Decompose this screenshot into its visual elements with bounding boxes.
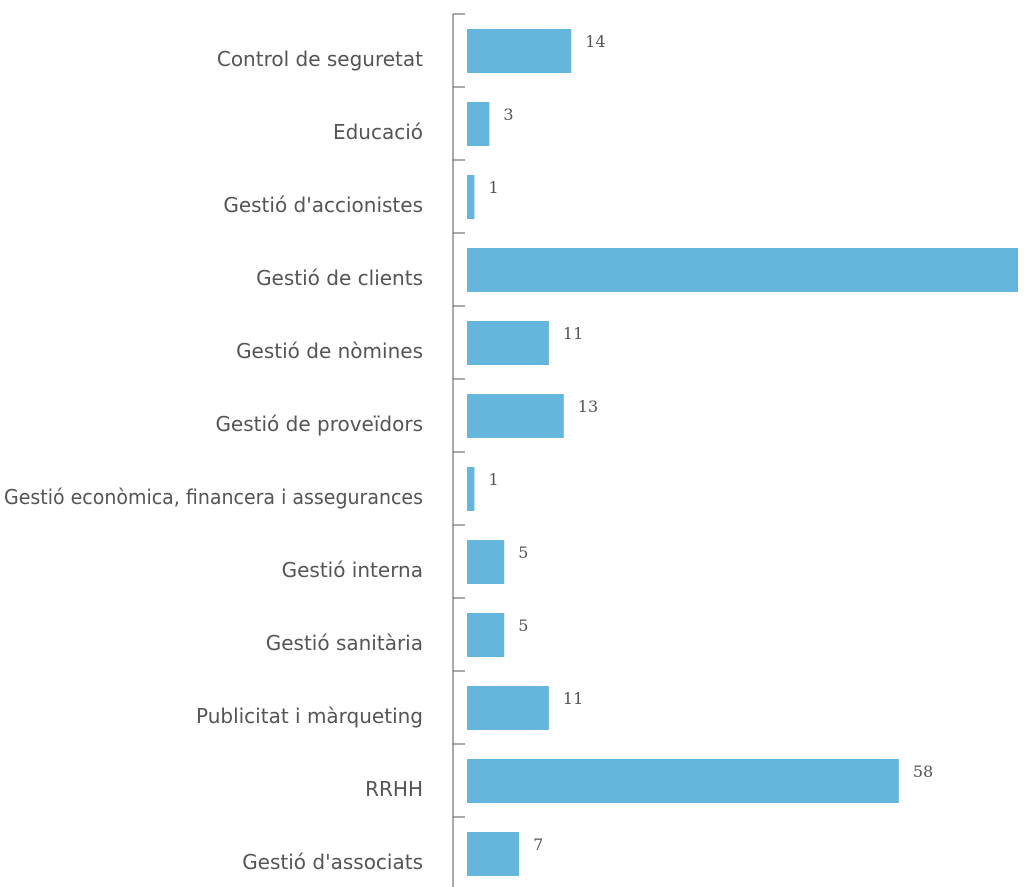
bar-value-label: 1: [488, 470, 498, 489]
bar-value-label: 14: [585, 32, 605, 51]
bar: [467, 175, 475, 219]
value-labels: 143174111315511587: [488, 32, 933, 854]
category-label: Gestió interna: [282, 558, 423, 582]
bar: [467, 29, 572, 73]
bar-value-label: 58: [913, 762, 933, 781]
category-label: Control de seguretat: [217, 47, 423, 71]
category-labels: Control de seguretat Educació Gestió d'acc…: [4, 47, 423, 874]
bar: [467, 467, 475, 511]
bar: [467, 321, 549, 365]
bar: [467, 613, 505, 657]
category-label: Gestió de clients: [256, 266, 423, 290]
bars: [467, 29, 1018, 876]
bar: [467, 102, 490, 146]
bar-value-label: 5: [518, 616, 528, 635]
category-label: Gestió de proveïdors: [215, 412, 423, 436]
category-label: Educació: [333, 120, 423, 144]
category-label: RRHH: [365, 777, 423, 801]
bar-value-label: 3: [503, 105, 513, 124]
bar: [467, 394, 564, 438]
bar-value-label: 11: [563, 324, 583, 343]
category-label: Gestió sanitària: [266, 631, 423, 655]
bar: [467, 248, 1018, 292]
bar: [467, 759, 899, 803]
bar-value-label: 1: [488, 178, 498, 197]
bar: [467, 540, 505, 584]
bar-value-label: 11: [563, 689, 583, 708]
category-label: Gestió econòmica, financera i asseguranc…: [4, 485, 423, 509]
y-axis-ticks: [453, 13, 465, 818]
category-label: Gestió de nòmines: [236, 339, 423, 363]
bar: [467, 686, 549, 730]
bar-value-label: 13: [578, 397, 598, 416]
bar-value-label: 7: [533, 835, 543, 854]
category-label: Gestió d'accionistes: [223, 193, 423, 217]
bar: [467, 832, 520, 876]
category-label: Gestió d'associats: [242, 850, 423, 874]
category-label: Publicitat i màrqueting: [196, 704, 423, 728]
bar-value-label: 5: [518, 543, 528, 562]
